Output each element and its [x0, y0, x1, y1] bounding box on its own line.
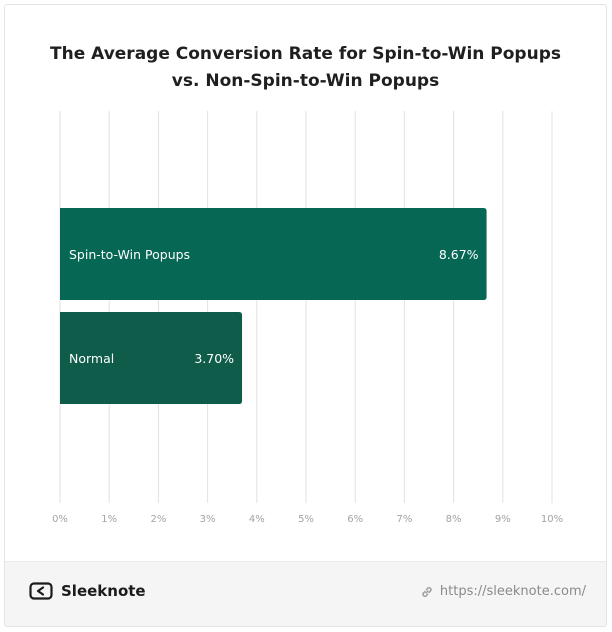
x-tick-label: 1%: [101, 514, 117, 525]
x-tick-label: 4%: [249, 514, 265, 525]
bar-normal: [60, 312, 243, 404]
link-icon: [422, 586, 432, 597]
footer: Sleeknote https://sleeknote.com/: [5, 561, 606, 626]
bar-spin-to-win-popups: [60, 208, 487, 300]
x-tick-label: 8%: [446, 514, 462, 525]
brand[interactable]: Sleeknote: [29, 582, 146, 600]
bar-value-label: 3.70%: [194, 351, 234, 366]
sleeknote-logo-icon: [29, 582, 53, 600]
x-tick-label: 3%: [200, 514, 216, 525]
source-link[interactable]: https://sleeknote.com/: [420, 584, 586, 599]
chart-title-line-2: vs. Non-Spin-to-Win Popups: [171, 71, 440, 91]
x-tick-label: 0%: [52, 514, 68, 525]
brand-name: Sleeknote: [61, 582, 146, 600]
x-tick-label: 10%: [541, 514, 563, 525]
x-tick-label: 7%: [396, 514, 412, 525]
bar-value-label: 8.67%: [439, 247, 479, 262]
x-tick-label: 9%: [495, 514, 511, 525]
bar-chart: 0% 1% 2% 3% 4% 5% 6% 7% 8% 9% 10% Spin-to-Win Popup…: [52, 111, 563, 525]
x-tick-label: 5%: [298, 514, 314, 525]
chart-title: The Average Conversion Rate for Spin-to-…: [5, 41, 606, 95]
x-tick-label: 2%: [150, 514, 166, 525]
chart-card: The Average Conversion Rate for Spin-to-…: [4, 4, 607, 627]
bar-category-label: Normal: [69, 351, 114, 366]
source-url: https://sleeknote.com/: [439, 584, 586, 599]
x-tick-label: 6%: [347, 514, 363, 525]
chart-title-line-1: The Average Conversion Rate for Spin-to-…: [50, 44, 561, 64]
bar-category-label: Spin-to-Win Popups: [69, 247, 190, 262]
